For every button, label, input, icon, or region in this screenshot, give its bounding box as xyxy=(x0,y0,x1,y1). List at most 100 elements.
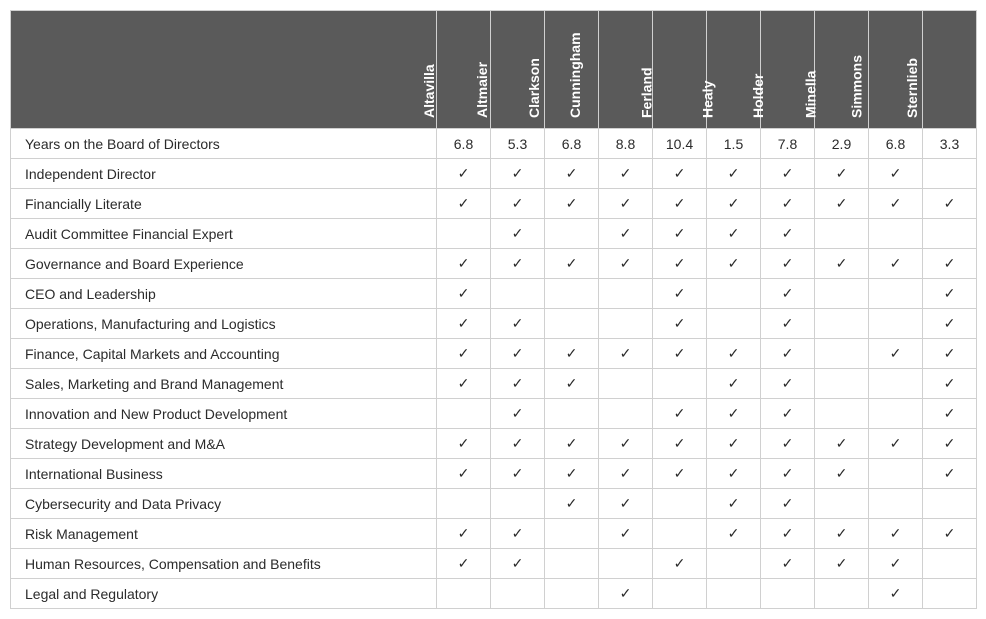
cell: ✓ xyxy=(437,549,491,579)
cell: ✓ xyxy=(815,549,869,579)
cell xyxy=(653,369,707,399)
cell: ✓ xyxy=(869,189,923,219)
check-icon: ✓ xyxy=(566,465,578,481)
cell xyxy=(653,489,707,519)
row-label: Independent Director xyxy=(11,159,437,189)
check-icon: ✓ xyxy=(674,255,686,271)
cell: ✓ xyxy=(923,519,977,549)
cell: ✓ xyxy=(491,429,545,459)
cell: ✓ xyxy=(923,339,977,369)
cell xyxy=(545,579,599,609)
check-icon: ✓ xyxy=(944,255,956,271)
check-icon: ✓ xyxy=(944,315,956,331)
director-name: Ferland xyxy=(638,67,654,118)
director-header: Sternlieb xyxy=(923,11,977,129)
check-icon: ✓ xyxy=(836,255,848,271)
check-icon: ✓ xyxy=(890,255,902,271)
cell: ✓ xyxy=(653,279,707,309)
table-row: Strategy Development and M&A✓✓✓✓✓✓✓✓✓✓ xyxy=(11,429,977,459)
check-icon: ✓ xyxy=(458,285,470,301)
table-row: Human Resources, Compensation and Benefi… xyxy=(11,549,977,579)
cell xyxy=(545,309,599,339)
check-icon: ✓ xyxy=(458,255,470,271)
cell: ✓ xyxy=(545,429,599,459)
cell: ✓ xyxy=(437,309,491,339)
check-icon: ✓ xyxy=(944,285,956,301)
table-row: Cybersecurity and Data Privacy✓✓✓✓ xyxy=(11,489,977,519)
cell: ✓ xyxy=(707,399,761,429)
check-icon: ✓ xyxy=(728,345,740,361)
check-icon: ✓ xyxy=(944,525,956,541)
check-icon: ✓ xyxy=(566,345,578,361)
cell: 3.3 xyxy=(923,129,977,159)
cell xyxy=(869,369,923,399)
cell xyxy=(923,159,977,189)
check-icon: ✓ xyxy=(674,345,686,361)
cell: ✓ xyxy=(491,519,545,549)
cell: ✓ xyxy=(707,459,761,489)
check-icon: ✓ xyxy=(512,555,524,571)
cell: ✓ xyxy=(599,579,653,609)
cell: ✓ xyxy=(599,249,653,279)
check-icon: ✓ xyxy=(620,345,632,361)
check-icon: ✓ xyxy=(674,405,686,421)
check-icon: ✓ xyxy=(566,495,578,511)
check-icon: ✓ xyxy=(458,375,470,391)
cell: ✓ xyxy=(437,429,491,459)
cell: ✓ xyxy=(599,429,653,459)
cell: ✓ xyxy=(491,459,545,489)
director-name: Altavilla xyxy=(421,64,437,118)
check-icon: ✓ xyxy=(782,345,794,361)
check-icon: ✓ xyxy=(782,255,794,271)
cell: ✓ xyxy=(491,309,545,339)
cell xyxy=(815,279,869,309)
cell: ✓ xyxy=(815,459,869,489)
cell: ✓ xyxy=(707,249,761,279)
row-label: Strategy Development and M&A xyxy=(11,429,437,459)
cell: ✓ xyxy=(707,489,761,519)
cell: ✓ xyxy=(599,159,653,189)
cell xyxy=(815,219,869,249)
cell: ✓ xyxy=(437,189,491,219)
check-icon: ✓ xyxy=(512,465,524,481)
check-icon: ✓ xyxy=(620,165,632,181)
cell: ✓ xyxy=(761,399,815,429)
director-name: Healy xyxy=(699,81,715,118)
check-icon: ✓ xyxy=(782,375,794,391)
cell: ✓ xyxy=(761,429,815,459)
board-skills-matrix: Altavilla Altmaier Clarkson Cunningham F… xyxy=(10,10,977,609)
row-label: Sales, Marketing and Brand Management xyxy=(11,369,437,399)
cell: ✓ xyxy=(869,339,923,369)
check-icon: ✓ xyxy=(782,495,794,511)
cell: ✓ xyxy=(653,459,707,489)
cell xyxy=(923,549,977,579)
cell: ✓ xyxy=(815,189,869,219)
cell: 8.8 xyxy=(599,129,653,159)
cell: ✓ xyxy=(869,549,923,579)
check-icon: ✓ xyxy=(512,165,524,181)
cell xyxy=(815,369,869,399)
cell: ✓ xyxy=(761,249,815,279)
check-icon: ✓ xyxy=(512,225,524,241)
check-icon: ✓ xyxy=(674,465,686,481)
check-icon: ✓ xyxy=(836,465,848,481)
check-icon: ✓ xyxy=(566,195,578,211)
cell: ✓ xyxy=(653,219,707,249)
row-label: Human Resources, Compensation and Benefi… xyxy=(11,549,437,579)
director-name: Clarkson xyxy=(526,58,542,118)
cell: ✓ xyxy=(653,249,707,279)
cell xyxy=(869,399,923,429)
cell xyxy=(545,519,599,549)
cell: ✓ xyxy=(923,369,977,399)
cell xyxy=(869,459,923,489)
check-icon: ✓ xyxy=(944,405,956,421)
cell xyxy=(491,279,545,309)
cell: ✓ xyxy=(653,429,707,459)
cell xyxy=(815,489,869,519)
cell xyxy=(599,399,653,429)
check-icon: ✓ xyxy=(782,315,794,331)
cell xyxy=(815,579,869,609)
table-row: Audit Committee Financial Expert✓✓✓✓✓ xyxy=(11,219,977,249)
cell xyxy=(545,279,599,309)
check-icon: ✓ xyxy=(458,465,470,481)
